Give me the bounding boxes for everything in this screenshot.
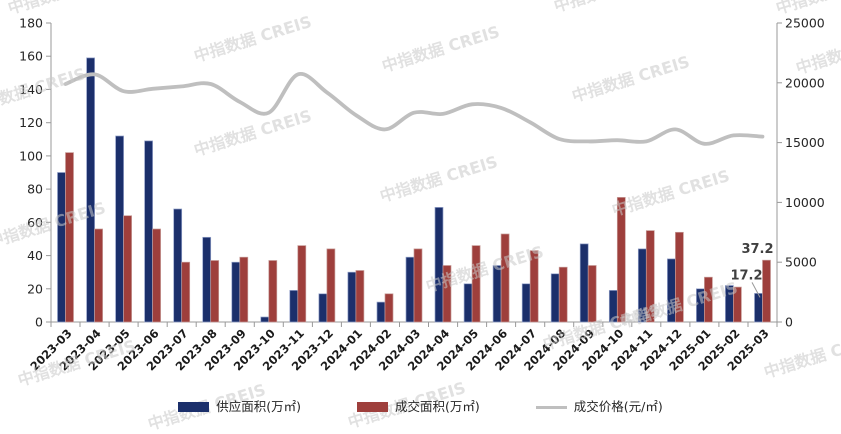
transaction-area-bar-2024-03 [413, 248, 423, 323]
supply-area-bar-2023-07 [173, 208, 183, 323]
legend-label-supply-area: 供应面积(万㎡) [216, 399, 302, 414]
right-axis-tick-label: 5000 [785, 255, 817, 270]
left-axis-tick-label: 100 [19, 148, 43, 163]
legend-label-transaction-price: 成交价格(元/㎡) [573, 399, 663, 414]
legend-swatch-transaction-area [357, 402, 389, 413]
transaction-area-bar-2025-03 [762, 259, 771, 323]
watermark: 中指数据 CREIS [552, 0, 674, 16]
left-axis-tick-label: 120 [19, 115, 43, 130]
supply-area-bar-2024-04 [434, 207, 444, 323]
watermark: 中指数据 CREIS [762, 328, 841, 382]
transaction-area-bar-2024-10 [616, 197, 626, 323]
transaction-area-bar-2023-07 [181, 261, 191, 323]
supply-area-bar-2024-09 [579, 243, 589, 323]
transaction-area-bar-2023-11 [297, 245, 307, 323]
data-label-leader-line [751, 282, 761, 298]
watermark: 中指数据 CREIS [378, 152, 500, 206]
transaction-area-bar-2023-10 [268, 260, 278, 323]
legend-item-transaction-area: 成交面积(万㎡) [357, 399, 480, 414]
supply-area-bar-2023-11 [289, 290, 299, 323]
left-axis-tick-label: 40 [27, 248, 43, 263]
supply-area-bar-2024-02 [376, 301, 386, 323]
supply-area-bar-2023-09 [231, 261, 241, 323]
transaction-area-bar-2023-05 [123, 215, 132, 323]
transaction-area-bar-2024-05 [471, 245, 481, 323]
transaction-area-bar-2025-02 [733, 286, 742, 323]
supply-area-bar-2024-07 [521, 283, 531, 323]
right-axis-tick-label: 25000 [785, 16, 825, 31]
right-axis-tick-label: 20000 [785, 75, 825, 90]
supply-area-bar-2023-06 [144, 140, 153, 323]
left-axis-tick-label: 60 [27, 215, 43, 230]
transaction-area-bar-2024-02 [384, 293, 394, 323]
data-label-37.2: 37.2 [741, 242, 773, 257]
transaction-area-bar-2024-12 [675, 231, 684, 323]
left-axis-tick-label: 0 [35, 315, 43, 330]
left-axis-tick-label: 140 [19, 82, 43, 97]
transaction-area-bar-2023-03 [65, 152, 74, 323]
left-axis-tick-label: 80 [27, 182, 43, 197]
supply-area-bar-2023-05 [115, 135, 124, 323]
supply-area-bar-2023-12 [318, 293, 328, 323]
transaction-area-bar-2024-04 [442, 265, 452, 323]
transaction-area-bar-2024-07 [529, 250, 539, 323]
supply-area-bar-2024-03 [405, 256, 415, 323]
transaction-area-bar-2023-09 [239, 256, 249, 323]
transaction-area-bar-2023-06 [152, 228, 161, 323]
transaction-area-bar-2024-06 [500, 233, 510, 323]
supply-area-bar-2023-03 [57, 172, 66, 323]
transaction-area-bar-2023-04 [94, 228, 103, 323]
left-axis-tick-label: 20 [27, 281, 43, 296]
transaction-area-bar-2024-09 [587, 265, 597, 323]
transaction-area-bar-2023-08 [210, 260, 220, 323]
transaction-area-bar-2025-01 [704, 276, 713, 323]
data-label-17.2: 17.2 [730, 268, 762, 283]
watermark: 中指数据 CREIS [610, 166, 732, 220]
transaction-area-bar-2024-11 [645, 230, 655, 323]
right-axis-tick-label: 15000 [785, 135, 825, 150]
right-axis-tick-label: 10000 [785, 195, 825, 210]
supply-area-bar-2023-08 [202, 236, 212, 323]
watermark: 中指数据 CREIS [192, 106, 314, 160]
left-axis-tick-label: 180 [19, 16, 43, 31]
transaction-price-line [63, 72, 765, 146]
watermark: 中指数据 CREIS [192, 12, 314, 66]
transaction-area-bar-2024-08 [558, 266, 568, 323]
watermark: 中指数据 CREIS [380, 22, 502, 76]
left-axis-tick-label: 160 [19, 49, 43, 64]
legend-swatch-supply-area [178, 402, 210, 413]
legend: 供应面积(万㎡) 成交面积(万㎡) 成交价格(元/㎡) [0, 399, 841, 414]
transaction-area-bar-2024-01 [355, 270, 365, 323]
supply-area-bar-2024-05 [463, 283, 473, 323]
legend-label-transaction-area: 成交面积(万㎡) [395, 399, 480, 414]
supply-area-bar-2023-10 [260, 316, 270, 323]
watermark: 中指数据 CREIS [0, 64, 88, 118]
right-axis-tick-label: 0 [785, 315, 793, 330]
watermark: 中指数据 CREIS [570, 52, 692, 106]
legend-item-transaction-price: 成交价格(元/㎡) [535, 399, 663, 414]
supply-area-bar-2023-04 [86, 57, 95, 323]
legend-item-supply-area: 供应面积(万㎡) [178, 399, 302, 414]
transaction-area-bar-2023-12 [326, 248, 336, 323]
supply-area-bar-2025-03 [754, 293, 763, 323]
watermark: 中指数据 CREIS [794, 24, 841, 78]
supply-area-bar-2024-08 [550, 273, 560, 323]
supply-area-bar-2024-01 [347, 271, 357, 323]
legend-swatch-transaction-price [535, 405, 567, 409]
